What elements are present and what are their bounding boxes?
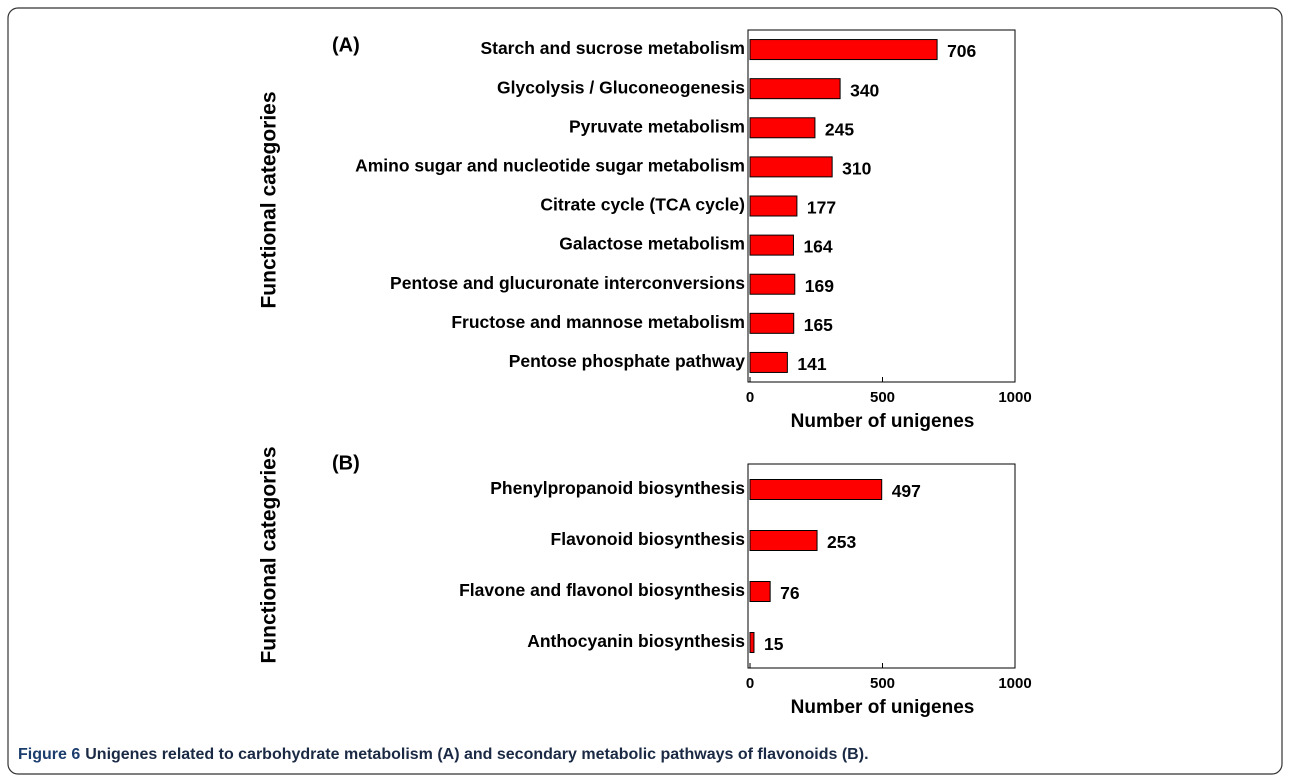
category-label: Fructose and mannose metabolism xyxy=(451,312,745,332)
category-label: Pyruvate metabolism xyxy=(569,116,745,136)
bar xyxy=(749,39,938,61)
bar xyxy=(749,78,841,100)
category-label: Glycolysis / Gluconeogenesis xyxy=(497,77,745,97)
category-label: Flavonoid biosynthesis xyxy=(551,529,746,549)
panel-label: (A) xyxy=(332,34,360,56)
value-label: 141 xyxy=(797,354,826,374)
category-label: Flavone and flavonol biosynthesis xyxy=(459,580,745,600)
bar xyxy=(749,234,794,256)
caption-text: Unigenes related to carbohydrate metabol… xyxy=(85,746,868,763)
value-label: 169 xyxy=(805,276,834,296)
plot-frame xyxy=(747,29,1016,383)
bar xyxy=(749,351,788,373)
value-label: 340 xyxy=(850,80,879,100)
bar xyxy=(749,195,798,217)
figure-border xyxy=(7,7,1283,775)
caption: Figure 6 Unigenes related to carbohydrate… xyxy=(18,746,869,763)
bar xyxy=(749,479,883,500)
panel-label: (B) xyxy=(332,452,360,474)
x-tick-label: 1000 xyxy=(998,389,1031,406)
category-label: Anthocyanin biosynthesis xyxy=(527,631,745,651)
y-axis-label: Functional categories xyxy=(258,91,281,308)
category-label: Citrate cycle (TCA cycle) xyxy=(540,195,745,215)
category-label: Amino sugar and nucleotide sugar metabol… xyxy=(355,156,745,176)
value-label: 245 xyxy=(825,119,854,139)
value-label: 310 xyxy=(842,159,871,179)
x-tick-label: 0 xyxy=(746,675,754,692)
caption-label: Figure 6 xyxy=(18,746,80,763)
bar xyxy=(749,632,755,653)
value-label: 177 xyxy=(807,198,836,218)
category-label: Starch and sucrose metabolism xyxy=(480,38,745,58)
x-tick-label: 500 xyxy=(870,389,895,406)
x-tick-label: 0 xyxy=(746,389,754,406)
bar xyxy=(749,312,795,334)
value-label: 706 xyxy=(947,41,976,61)
plot-frame xyxy=(747,463,1016,669)
value-label: 497 xyxy=(892,481,921,501)
x-axis-label: Number of unigenes xyxy=(791,411,975,432)
category-label: Pentose and glucuronate interconversions xyxy=(390,273,745,293)
value-label: 76 xyxy=(780,583,800,603)
value-label: 253 xyxy=(827,532,856,552)
bar xyxy=(749,156,833,178)
category-label: Galactose metabolism xyxy=(559,234,745,254)
x-tick-label: 500 xyxy=(870,675,895,692)
x-tick-label: 1000 xyxy=(998,675,1031,692)
y-axis-label: Functional categories xyxy=(258,446,281,663)
x-axis-label: Number of unigenes xyxy=(791,697,975,718)
bar xyxy=(749,273,796,295)
category-label: Pentose phosphate pathway xyxy=(509,351,746,371)
bar xyxy=(749,581,771,602)
value-label: 165 xyxy=(804,315,833,335)
bar xyxy=(749,530,818,551)
bar xyxy=(749,117,816,139)
category-label: Phenylpropanoid biosynthesis xyxy=(490,478,745,498)
value-label: 15 xyxy=(764,634,784,654)
value-label: 164 xyxy=(803,237,832,257)
